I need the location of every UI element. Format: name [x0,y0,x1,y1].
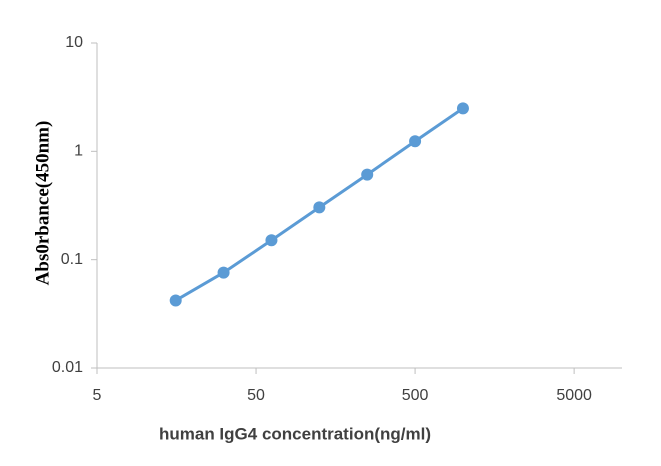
x-tick-label: 500 [402,387,429,404]
data-point [409,135,422,148]
data-point [361,168,374,181]
data-point [217,266,230,279]
y-tick-label: 0.01 [52,359,83,376]
data-point [265,234,278,247]
data-point [169,294,182,307]
data-point [313,201,326,214]
x-tick-label: 50 [247,387,265,404]
x-tick-label: 5 [93,387,102,404]
x-tick-label: 5000 [556,387,592,404]
y-tick-label: 10 [65,34,83,51]
y-tick-label: 0.1 [61,251,83,268]
x-axis-label: human IgG4 concentration(ng/ml) [159,424,431,443]
y-tick-label: 1 [74,143,83,160]
y-axis-label: Abs0rbance(450nm) [32,121,53,286]
data-point [456,102,469,115]
